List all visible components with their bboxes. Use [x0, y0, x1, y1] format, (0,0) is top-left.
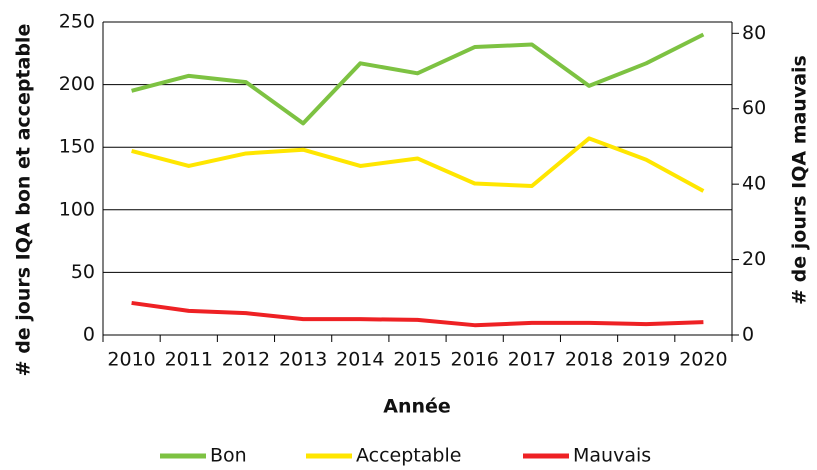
y2-tick-label: 0: [742, 324, 754, 346]
x-tick-label: 2019: [622, 349, 670, 371]
y-tick-label: 250: [59, 11, 95, 33]
x-tick-label: 2017: [508, 349, 556, 371]
x-axis-label: Année: [383, 396, 451, 418]
y2-axis-label: # de jours IQA mauvais: [789, 55, 811, 305]
series-line: [131, 32, 705, 126]
x-tick-label: 2018: [565, 349, 613, 371]
legend-label: Mauvais: [573, 445, 651, 467]
x-tick-label: 2010: [107, 349, 155, 371]
y-tick-label: 100: [59, 198, 95, 220]
x-tick-label: 2013: [279, 349, 327, 371]
y2-tick-label: 40: [742, 173, 766, 195]
legend-label: Acceptable: [356, 445, 461, 467]
y2-tick-label: 60: [742, 97, 766, 119]
x-tick-label: 2015: [393, 349, 441, 371]
series-line: [131, 136, 705, 193]
y-tick-label: 150: [59, 136, 95, 158]
x-tick-label: 2020: [679, 349, 727, 371]
y-tick-label: 200: [59, 73, 95, 95]
x-tick-label: 2012: [222, 349, 270, 371]
y-tick-label: 50: [71, 261, 95, 283]
series-line: [131, 300, 704, 328]
x-tick-label: 2011: [165, 349, 213, 371]
x-tick-label: 2014: [336, 349, 384, 371]
y2-tick-label: 20: [742, 248, 766, 270]
x-tick-label: 2016: [451, 349, 499, 371]
y2-tick-label: 80: [742, 22, 766, 44]
y-axis-label: # de jours IQA bon et acceptable: [13, 24, 35, 377]
y-tick-label: 0: [83, 324, 95, 346]
legend-label: Bon: [210, 445, 247, 467]
